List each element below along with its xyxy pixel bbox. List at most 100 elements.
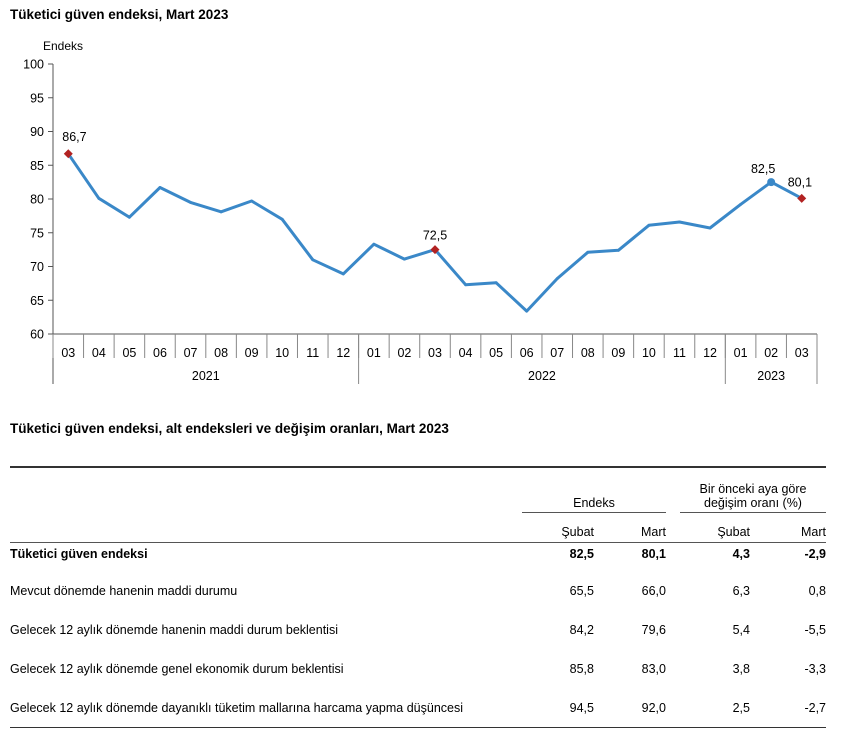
- data-point: [311, 258, 315, 262]
- x-tick-label: 10: [642, 346, 656, 360]
- data-point: [494, 281, 498, 285]
- cell-change-subat: 2,5: [680, 688, 750, 728]
- y-tick-label: 75: [30, 226, 44, 240]
- group-header-change: Bir önceki aya göre değişim oranı (%): [680, 468, 826, 513]
- x-tick-label: 09: [611, 346, 625, 360]
- x-tick-label: 03: [428, 346, 442, 360]
- data-label: 80,1: [788, 175, 812, 189]
- row-label: Gelecek 12 aylık dönemde hanenin maddi d…: [10, 622, 338, 637]
- data-label: 82,5: [751, 162, 775, 176]
- data-point: [341, 272, 345, 276]
- subheader-endeks-mart: Mart: [594, 512, 666, 543]
- data-label: 86,7: [62, 130, 86, 144]
- cell-endeks-mart: 80,1: [641, 547, 666, 561]
- table-title: Tüketici güven endeksi, alt endeksleri v…: [10, 421, 449, 436]
- cell-endeks-mart: 83,0: [641, 661, 666, 676]
- y-tick-label: 85: [30, 159, 44, 173]
- table-row: Gelecek 12 aylık dönemde dayanıklı tüket…: [10, 688, 826, 728]
- sub-index-table: Endeks Bir önceki aya göre değişim oranı…: [10, 466, 826, 728]
- y-tick-label: 60: [30, 328, 44, 342]
- y-tick-label: 95: [30, 91, 44, 105]
- data-point: [708, 226, 712, 230]
- x-tick-label: 05: [122, 346, 136, 360]
- data-point: [372, 242, 376, 246]
- subheader-change-subat: Şubat: [680, 512, 750, 543]
- highlight-marker: [797, 193, 807, 203]
- x-tick-label: 07: [550, 346, 564, 360]
- group-header-change-line1: Bir önceki aya göre: [699, 482, 807, 496]
- cell-endeks-subat: 65,5: [569, 583, 594, 598]
- table-row: Mevcut dönemde hanenin maddi durumu 65,5…: [10, 571, 826, 610]
- data-point: [219, 210, 223, 214]
- cell-change-mart: 0,8: [808, 583, 826, 598]
- y-tick-label: 90: [30, 125, 44, 139]
- data-point: [555, 277, 559, 281]
- data-point: [464, 283, 467, 287]
- data-point: [158, 186, 162, 189]
- year-label: 2023: [757, 369, 785, 383]
- x-tick-label: 02: [397, 346, 411, 360]
- cell-endeks-subat: 85,8: [569, 661, 594, 676]
- subheader-change-mart: Mart: [750, 512, 826, 543]
- subheader-endeks-subat: Şubat: [522, 512, 594, 543]
- chart-title: Tüketici güven endeksi, Mart 2023: [10, 7, 229, 22]
- y-tick-label: 100: [23, 58, 44, 72]
- x-tick-label: 11: [673, 346, 686, 360]
- cell-endeks-subat: 84,2: [569, 622, 594, 637]
- data-point: [97, 196, 101, 200]
- x-tick-label: 04: [92, 346, 106, 360]
- y-tick-label: 65: [30, 294, 44, 308]
- data-point: [647, 223, 651, 227]
- x-tick-label: 08: [581, 346, 595, 360]
- row-label: Gelecek 12 aylık dönemde dayanıklı tüket…: [10, 688, 522, 728]
- x-tick-label: 07: [184, 346, 198, 360]
- year-label: 2022: [528, 369, 556, 383]
- data-point: [678, 220, 681, 224]
- cell-change-subat: 4,3: [732, 547, 750, 561]
- cell-change-mart: -3,3: [804, 661, 826, 676]
- x-tick-label: 08: [214, 346, 228, 360]
- highlight-marker: [767, 178, 776, 187]
- x-tick-label: 05: [489, 346, 503, 360]
- highlight-marker: [430, 245, 440, 255]
- data-point: [739, 203, 742, 206]
- cell-change-mart: -5,5: [804, 622, 826, 637]
- x-tick-label: 12: [336, 346, 350, 360]
- cell-endeks-subat: 82,5: [569, 547, 594, 561]
- cell-endeks-mart: 79,6: [641, 622, 666, 637]
- data-point: [403, 257, 406, 261]
- data-point: [189, 200, 192, 204]
- row-label: Tüketici güven endeksi: [10, 547, 148, 561]
- highlight-marker: [63, 149, 73, 159]
- data-point: [525, 309, 529, 313]
- cell-change-subat: 3,8: [732, 661, 750, 676]
- cell-change-mart: -2,7: [750, 688, 826, 728]
- table-row: Gelecek 12 aylık dönemde genel ekonomik …: [10, 649, 826, 688]
- x-tick-label: 11: [306, 346, 319, 360]
- cell-change-mart: -2,9: [804, 547, 826, 561]
- data-point: [280, 217, 284, 221]
- x-tick-label: 03: [61, 346, 75, 360]
- data-point: [616, 248, 620, 252]
- x-tick-label: 03: [795, 346, 809, 360]
- y-tick-label: 70: [30, 260, 44, 274]
- data-point: [250, 199, 254, 203]
- data-point: [586, 250, 590, 254]
- year-label: 2021: [192, 369, 220, 383]
- row-label: Mevcut dönemde hanenin maddi durumu: [10, 583, 238, 598]
- x-tick-label: 01: [367, 346, 381, 360]
- cell-change-subat: 6,3: [732, 583, 750, 598]
- x-tick-label: 09: [245, 346, 259, 360]
- cell-change-subat: 5,4: [732, 622, 750, 637]
- y-tick-label: 80: [30, 193, 44, 207]
- cell-endeks-subat: 94,5: [522, 688, 594, 728]
- line-chart: Endeks 60 65 70 75 80 85 90 95 100 03 04 05 06 07 08 09 1…: [23, 39, 818, 384]
- cell-endeks-mart: 66,0: [641, 583, 666, 598]
- data-point: [127, 215, 131, 219]
- x-tick-label: 10: [275, 346, 289, 360]
- x-tick-label: 06: [520, 346, 534, 360]
- x-tick-label: 06: [153, 346, 167, 360]
- group-header-change-line2: değişim oranı (%): [704, 496, 802, 510]
- x-tick-label: 02: [764, 346, 778, 360]
- y-axis-label: Endeks: [43, 39, 83, 53]
